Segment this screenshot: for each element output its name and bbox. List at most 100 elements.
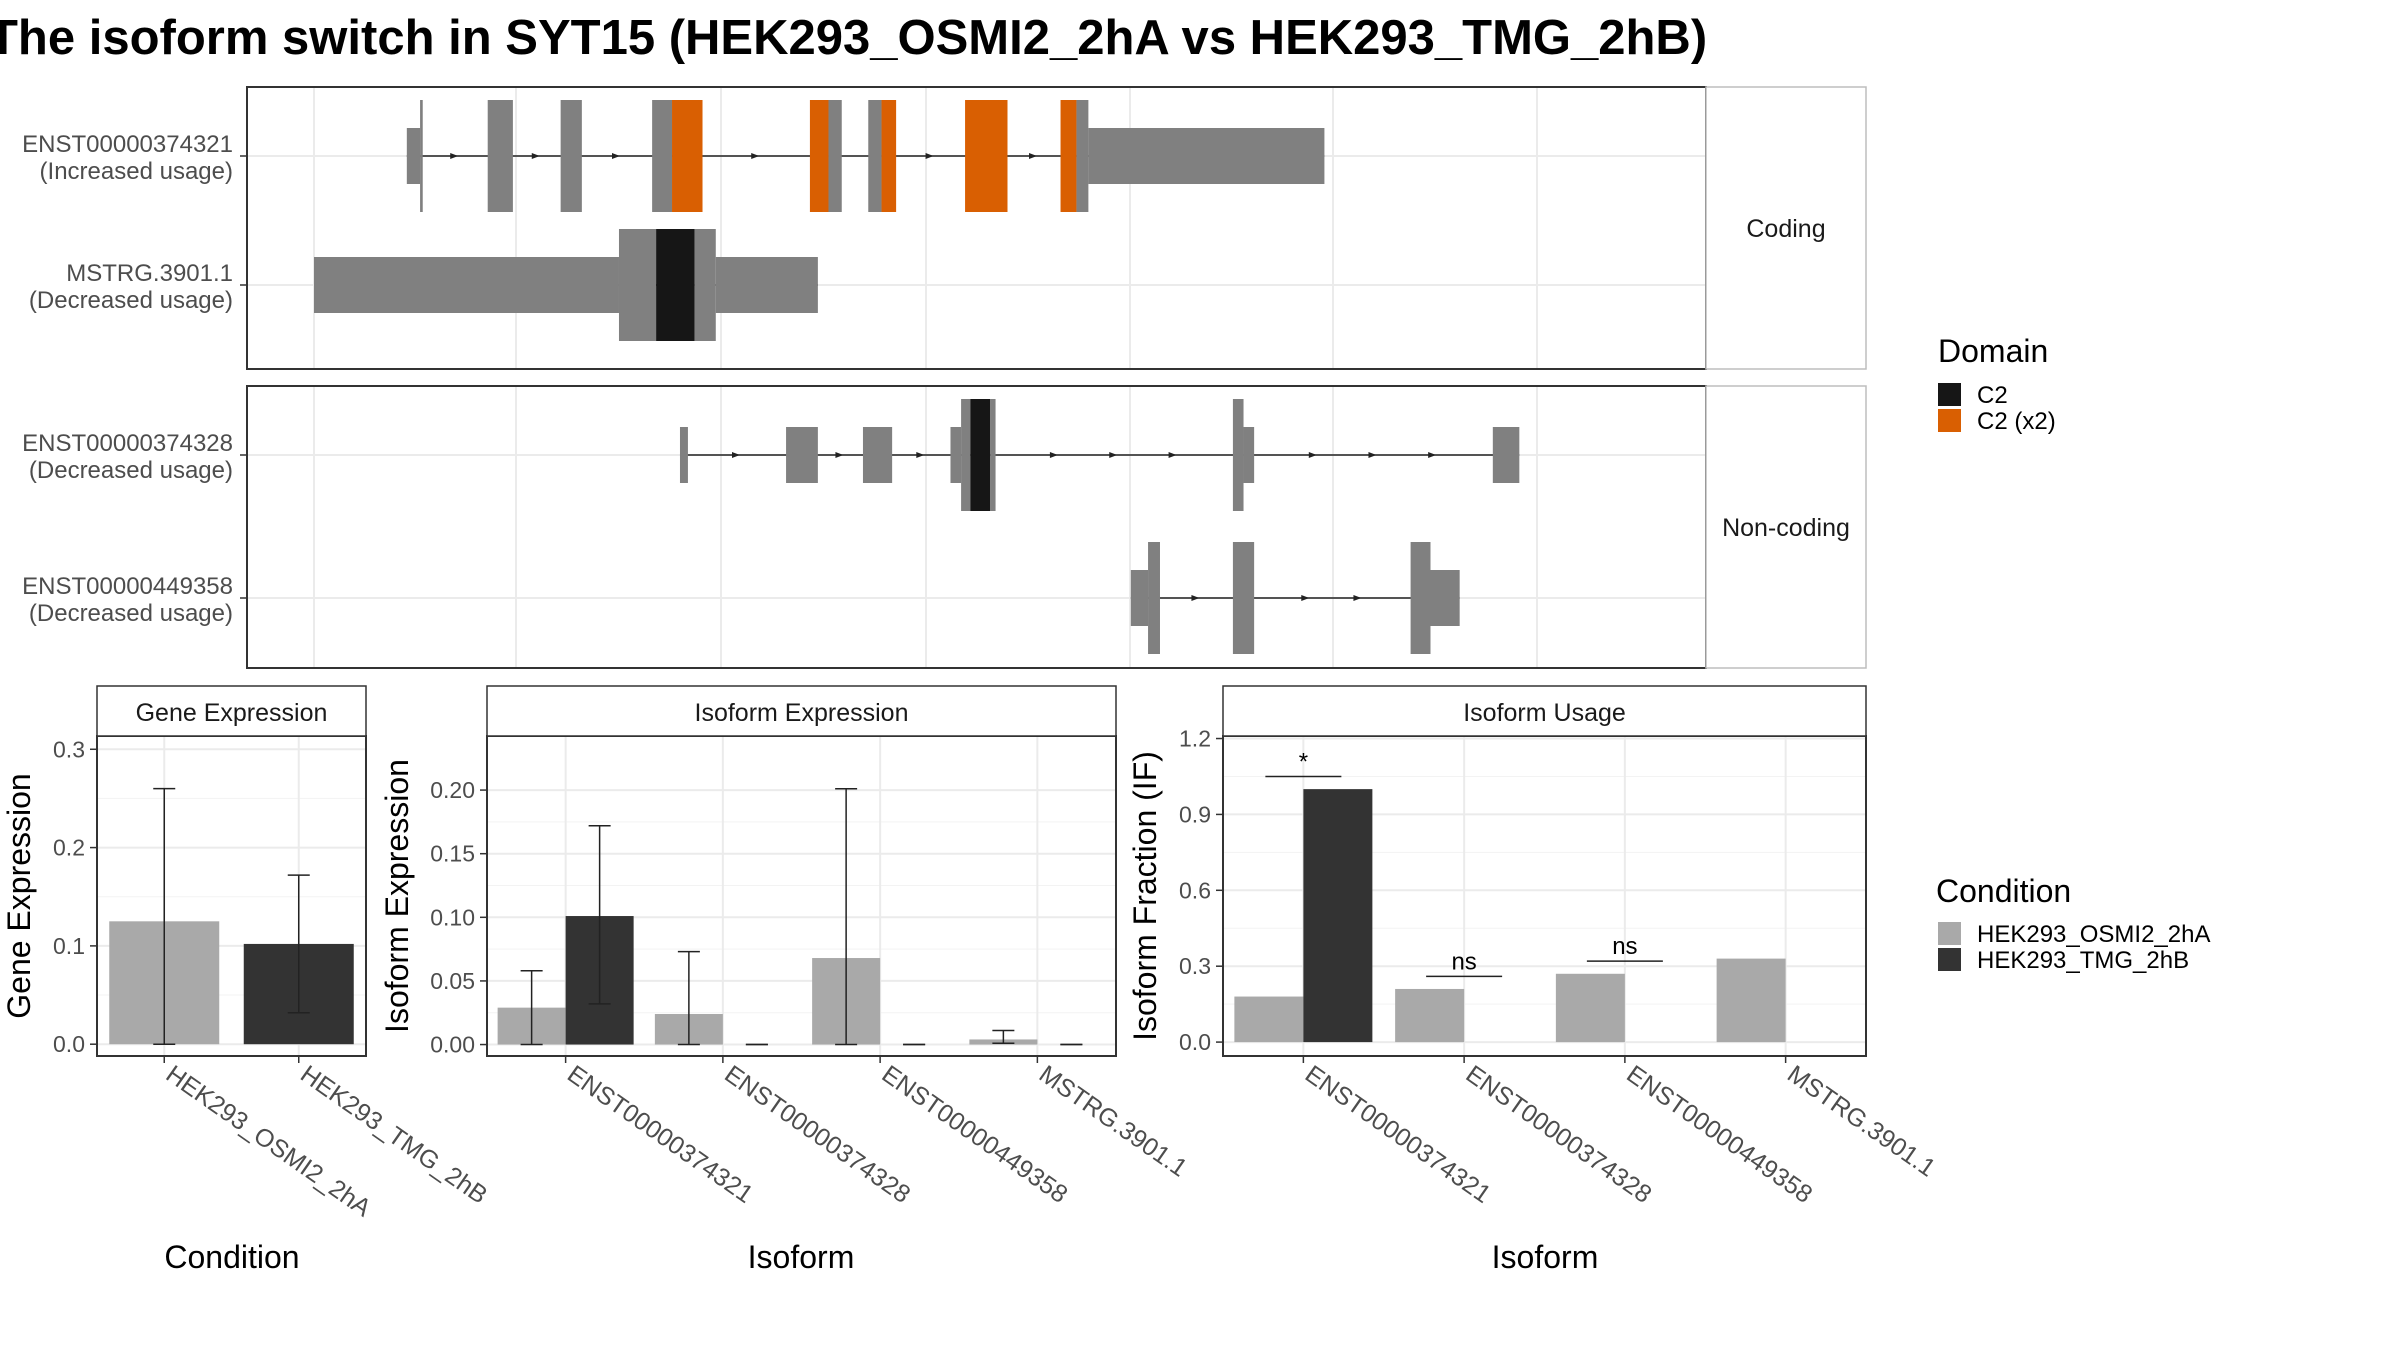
y-tick-label: 0.10 [430,904,475,930]
exon [1076,100,1089,212]
legend-label: C2 (x2) [1977,408,2056,435]
exon [1088,128,1325,184]
exon [314,257,619,313]
y-tick-label: 0.15 [430,841,475,867]
facet-strip [96,685,367,737]
y-tick-label: 0.3 [1179,953,1211,979]
intron-arrow [1353,595,1362,601]
exon [618,229,657,341]
transcript-structure-panels: ENST00000374321(Increased usage) MSTRG.39… [22,86,1867,669]
intron-arrow [1368,452,1377,458]
y-tick-label: 0.9 [1179,801,1211,827]
legend-swatch [1938,948,1961,971]
intron-arrow [1109,452,1118,458]
intron-arrow [835,452,844,458]
y-axis-title: Gene Expression [1,773,37,1018]
transcript-row: MSTRG.3901.1(Decreased usage) [29,229,818,341]
y-tick-label: 0.20 [430,777,475,803]
facet-strip [1705,86,1867,370]
facet-label: Gene Expression [136,699,328,727]
isoform-label: ENST00000374328 [22,430,233,457]
legend-label: HEK293_OSMI2_2hA [1977,921,2210,948]
transcript-row: ENST00000374321(Increased usage) [22,100,1325,212]
legend-swatch [1938,922,1961,945]
usage-label: (Decreased usage) [29,287,233,314]
exon [990,399,996,511]
intron-arrow [925,153,934,159]
significance-label: ns [1612,933,1637,960]
y-tick-label: 0.05 [430,968,475,994]
legend-title: Domain [1938,333,2048,369]
error-bar [588,824,611,1005]
intron-arrow [531,153,540,159]
exon [786,427,818,483]
facet-strip [486,685,1117,737]
facet-label: Coding [1746,215,1825,243]
intron-arrow [1301,595,1310,601]
exon [1430,570,1460,626]
transcript-row: ENST00000449358(Decreased usage) [22,542,1460,654]
y-tick-label: 0.1 [53,933,85,959]
error-bar [153,787,176,1045]
y-tick-label: 0.0 [53,1031,85,1057]
exon [1232,542,1255,654]
intron-arrow [1049,452,1058,458]
significance-label: ns [1451,948,1476,975]
intron-arrow [611,153,620,159]
exon [1148,542,1160,654]
expression-bar-charts: Gene Expression0.00.10.20.3HEK293_OSMI2_… [1,685,1941,1275]
error-bar [992,1029,1015,1045]
intron-arrow [751,153,760,159]
intron-arrow [916,452,925,458]
significance-label: * [1299,748,1308,775]
error-bar [835,788,858,1046]
transcript-facet-coding: ENST00000374321(Increased usage) MSTRG.39… [22,86,1867,370]
facet-label: Isoform Expression [695,699,909,727]
x-axis-title: Isoform [748,1239,855,1275]
error-bar [677,950,700,1046]
x-axis-title: Isoform [1492,1239,1599,1275]
bar [1555,973,1625,1043]
facet-label: Non-coding [1722,514,1850,542]
bar [1716,958,1786,1043]
exon [1410,542,1431,654]
legend-title: Condition [1936,873,2071,909]
legend-swatch [1938,383,1961,406]
intron-arrow [1029,153,1038,159]
y-axis-title: Isoform Expression [379,759,415,1033]
exon [652,100,673,212]
intron-arrow [1191,595,1200,601]
exon [694,229,716,341]
isoform-label: ENST00000449358 [22,573,233,600]
isoform-label: MSTRG.3901.1 [66,260,233,287]
bar [1234,996,1304,1043]
y-tick-label: 0.00 [430,1032,475,1058]
exon [862,427,893,483]
exon [1243,427,1255,483]
exon [950,427,962,483]
bar [1303,789,1373,1043]
intron-arrow [1168,452,1177,458]
legend-label: C2 [1977,382,2008,409]
exon [420,100,423,212]
domain-region [672,100,703,212]
intron-arrow [1428,452,1437,458]
facet-strip [1705,385,1867,669]
domain-region [881,100,897,212]
domain-region [656,229,695,341]
y-tick-label: 0.2 [53,835,85,861]
error-bar [287,874,310,1014]
x-tick-label: MSTRG.3901.1 [1782,1060,1940,1183]
exon [1130,570,1149,626]
exon [560,100,582,212]
bar-chart-gene-expression: Gene Expression0.00.10.20.3HEK293_OSMI2_… [1,685,492,1275]
y-tick-label: 0.6 [1179,877,1211,903]
usage-label: (Decreased usage) [29,600,233,627]
intron-arrow [1308,452,1317,458]
error-bar [520,970,543,1046]
